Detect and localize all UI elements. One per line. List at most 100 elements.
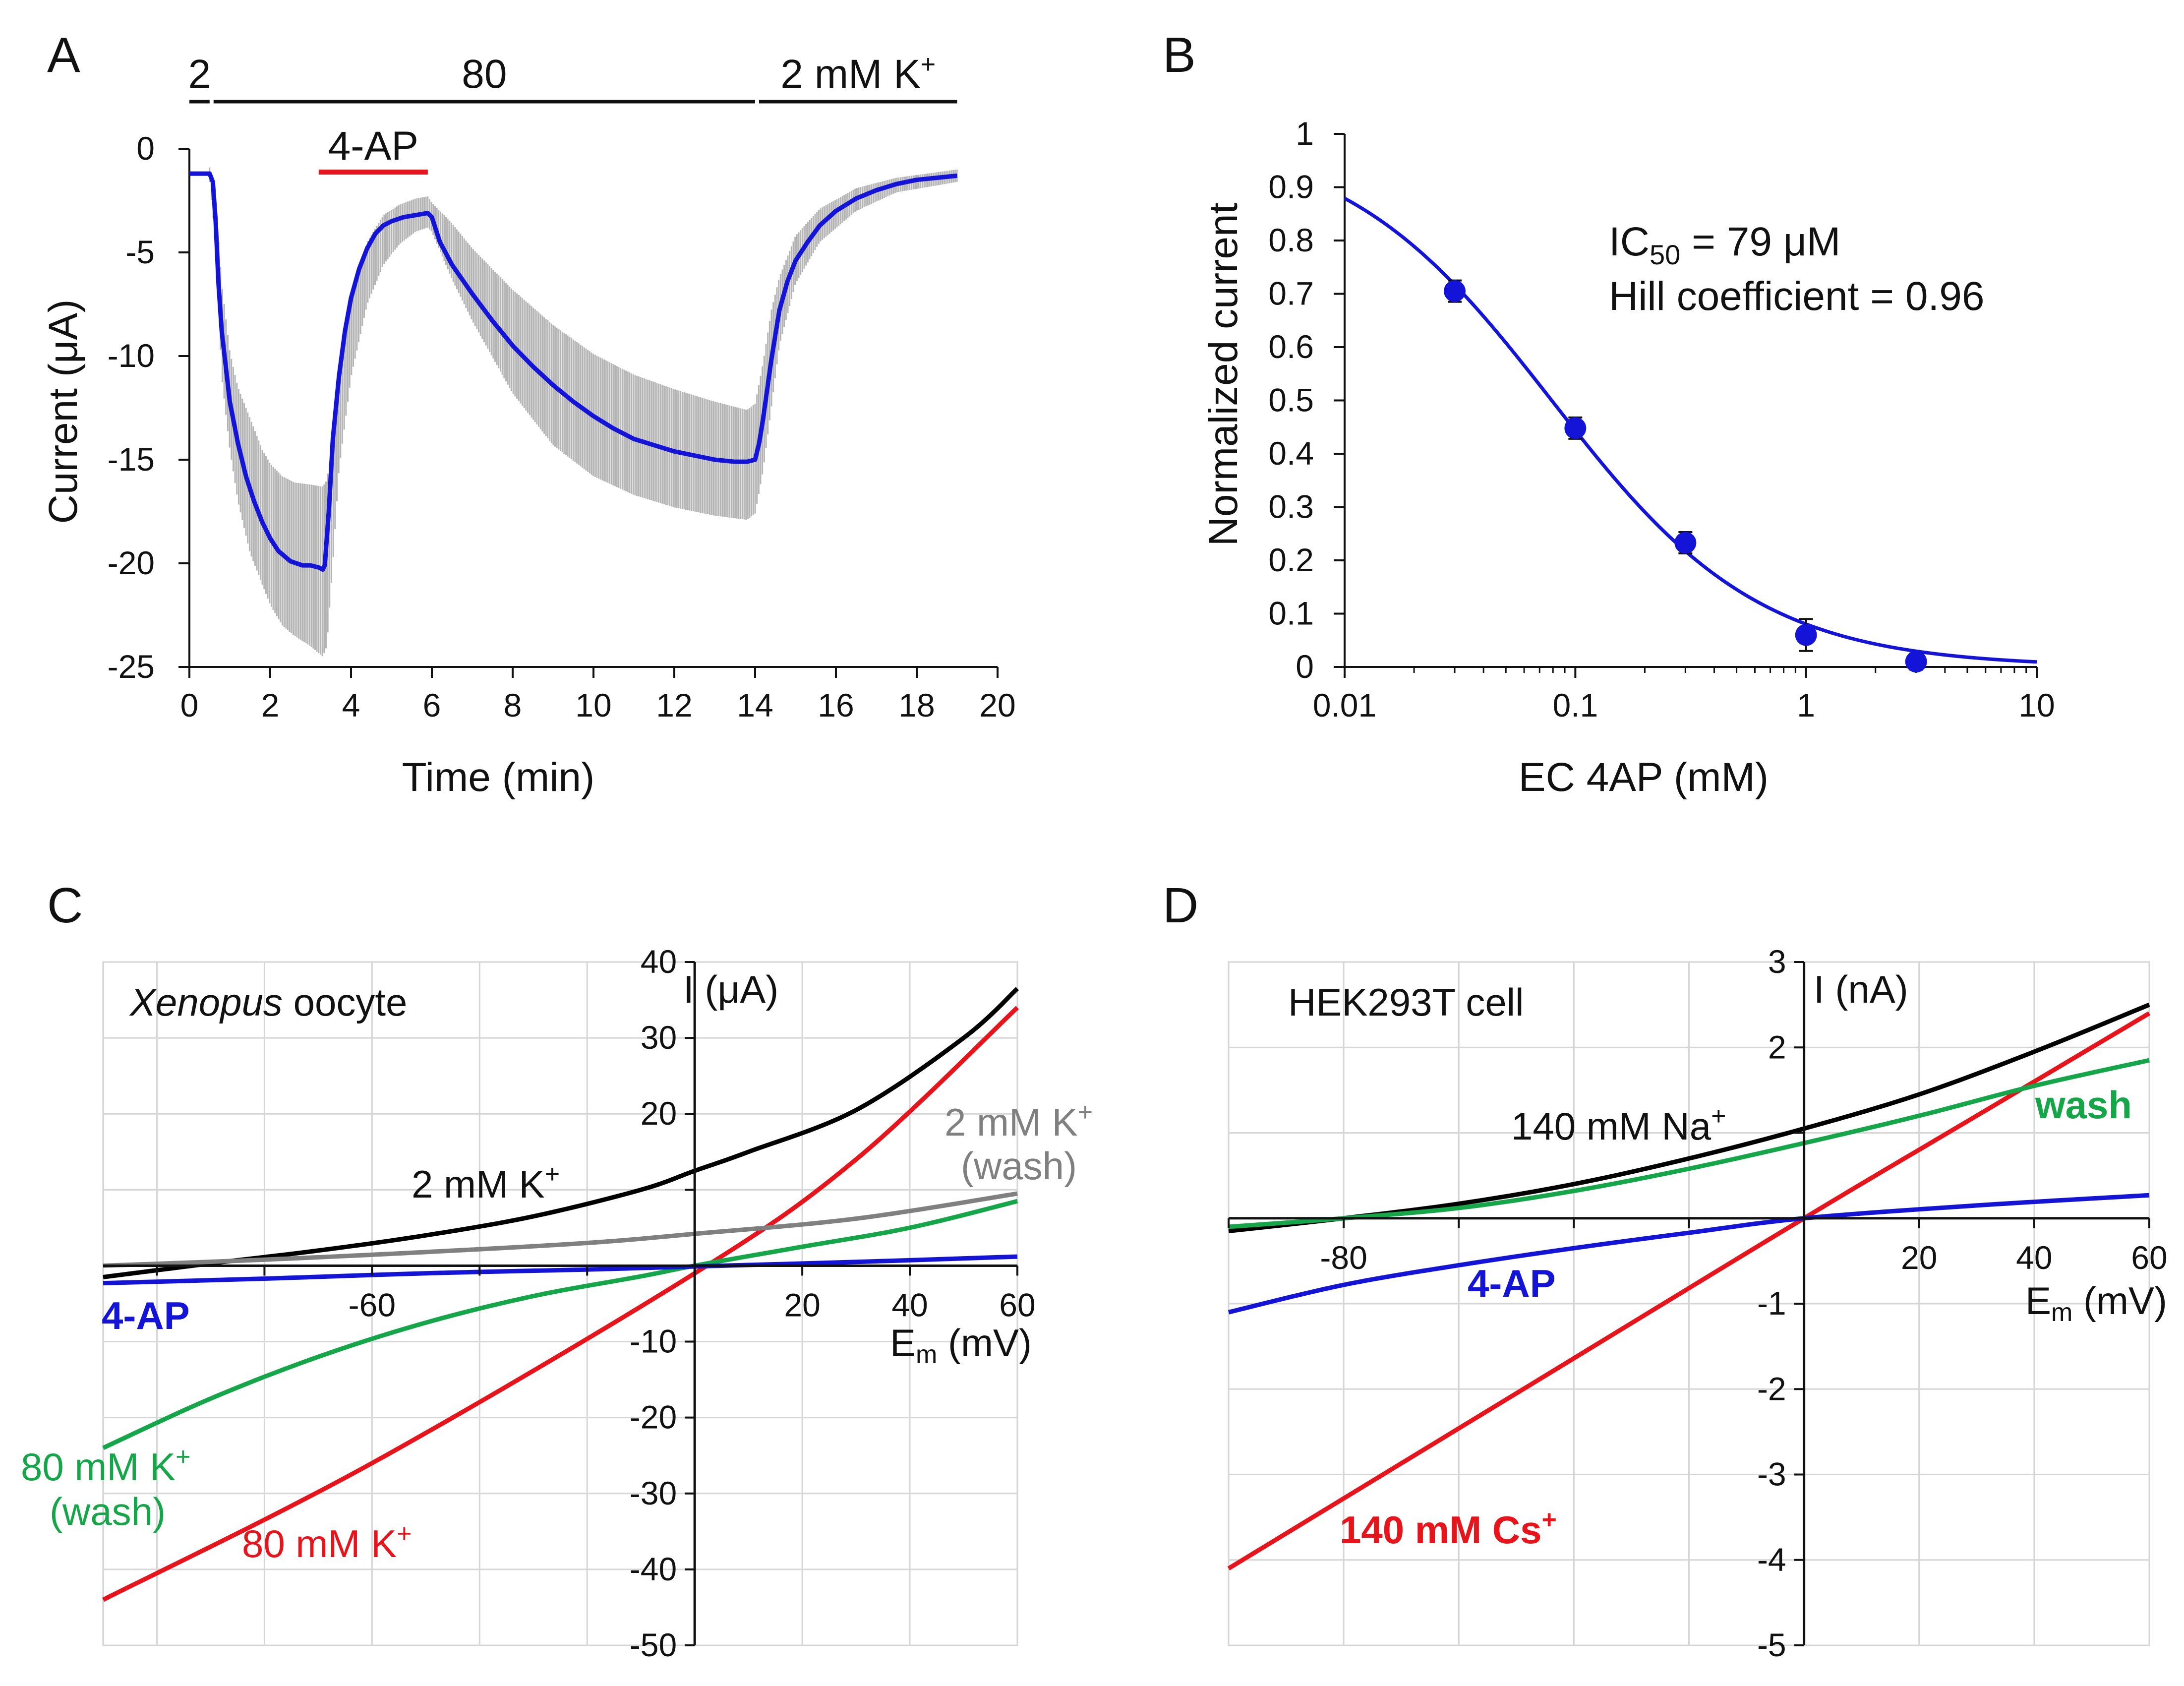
series-k2 (103, 987, 1019, 1279)
y-tick-label: 0.9 (1268, 169, 1314, 205)
x-tick-label: 20 (979, 687, 1015, 723)
x-tick-label: 12 (656, 687, 692, 723)
condition-label: 2 (188, 52, 211, 97)
y-tick-label: 1 (1296, 115, 1314, 152)
series-wash (1228, 1058, 2150, 1229)
y-tick-label: 0 (1296, 648, 1314, 685)
y-tick-label: -20 (108, 544, 155, 581)
panel-c-series (102, 987, 1019, 1602)
x-tick-label: 2 (261, 687, 280, 723)
y-tick-label: 0.7 (1268, 275, 1314, 312)
label-140mm-na: 140 mM Na+ (1511, 1102, 1726, 1148)
panel-b-ic50-label: IC50 = 79 μM (1609, 219, 1840, 270)
label-80mm-k: 80 mM K+ (242, 1519, 412, 1566)
panel-d: D -80 20 40 60 -5 -4 -3 -2 -1 2 3 HEK293T cell I (… (1163, 878, 2168, 1663)
x-tick-label: 14 (737, 687, 773, 723)
panel-b-x-axis-label: EC 4AP (mM) (1519, 755, 1769, 800)
y-tick-label: 40 (641, 943, 677, 980)
panel-c-axes: -60 20 40 60 -50 -40 -30 -20 -10 20 30 40 (103, 943, 1036, 1663)
data-point (1795, 624, 1817, 646)
y-tick-label: -5 (1757, 1626, 1786, 1663)
x-tick-label: 0.01 (1313, 687, 1376, 723)
label-d-4ap: 4-AP (1468, 1262, 1556, 1305)
data-point (1674, 532, 1697, 554)
y-tick-label: -3 (1757, 1456, 1786, 1493)
label-2mm-k-wash: 2 mM K+ (944, 1098, 1093, 1144)
y-tick-label: 20 (641, 1095, 677, 1132)
y-tick-label: 3 (1768, 943, 1786, 980)
y-tick-label: 0 (136, 130, 155, 167)
label-2mm-k-wash-suffix: (wash) (961, 1144, 1077, 1188)
y-tick-label: -40 (630, 1551, 677, 1587)
x-tick-label: 20 (784, 1286, 820, 1323)
condition-label: 2 mM K+ (780, 50, 936, 97)
label-80mm-k-wash-suffix: (wash) (50, 1490, 166, 1533)
y-tick-label: 0.6 (1268, 328, 1314, 365)
ic50-subscript: 50 (1650, 239, 1680, 270)
y-tick-label: -20 (630, 1399, 677, 1436)
panel-c-y-unit: I (μA) (683, 967, 778, 1011)
y-tick-label: -50 (630, 1626, 677, 1663)
label-140mm-cs: 140 mM Cs+ (1340, 1505, 1557, 1552)
panel-c-cell-label: Xenopus oocyte (129, 980, 407, 1024)
y-tick-label: 0.8 (1268, 222, 1314, 258)
panel-letter-c: C (47, 878, 83, 933)
x-tick-label: 10 (575, 687, 611, 723)
data-point (1905, 651, 1927, 673)
x-tick-label: 40 (891, 1286, 928, 1323)
y-tick-label: -10 (630, 1323, 677, 1360)
x-tick-label: 16 (818, 687, 854, 723)
y-tick-label: -15 (108, 441, 155, 478)
x-tick-label: 8 (504, 687, 522, 723)
x-tick-label: 4 (342, 687, 360, 723)
panel-a-condition-bars: 2 80 2 mM K+ 4-AP (188, 50, 957, 175)
y-tick-label: 0.4 (1268, 435, 1314, 472)
panel-letter-a: A (47, 27, 80, 83)
panel-a-y-axis-label: Current (μA) (41, 300, 86, 524)
panel-b-axes: 0.01 0.1 1 10 0 0.1 0.2 0.3 0.4 0.5 0.6 0.7 0.8 0.9 1 (1268, 115, 2055, 723)
data-point (1444, 280, 1466, 302)
panel-b: B EC 4AP (mM) Normalized current 0.01 0.1… (1163, 27, 2055, 800)
panel-d-axes: -80 20 40 60 -5 -4 -3 -2 -1 2 3 (1228, 943, 2168, 1663)
label-2mm-k: 2 mM K+ (412, 1160, 560, 1206)
x-tick-label: 40 (2016, 1239, 2052, 1276)
x-tick-label: 20 (1901, 1239, 1937, 1276)
ic50-value: = 79 μM (1680, 219, 1840, 264)
panel-a-x-axis-label: Time (min) (402, 755, 595, 800)
panel-b-series (1344, 196, 2037, 673)
panel-b-y-axis-label: Normalized current (1201, 202, 1246, 546)
label-d-wash: wash (2035, 1083, 2132, 1127)
x-tick-label: 18 (898, 687, 935, 723)
y-tick-label: 0.2 (1268, 542, 1314, 578)
panel-a-error-band (209, 167, 958, 657)
series-k80wash (102, 1199, 1018, 1450)
panel-c-x-unit: Em (mV) (890, 1321, 1032, 1369)
drug-label: 4-AP (328, 123, 418, 169)
x-tick-label: -60 (349, 1286, 396, 1323)
panel-letter-d: D (1163, 878, 1198, 933)
panel-letter-b: B (1163, 27, 1196, 83)
y-tick-label: 0.3 (1268, 488, 1314, 525)
x-tick-label: 10 (2018, 687, 2055, 723)
x-tick-label: 0 (180, 687, 199, 723)
label-c-4ap: 4-AP (102, 1294, 190, 1337)
y-tick-label: -30 (630, 1475, 677, 1511)
y-tick-label: 0.1 (1268, 595, 1314, 632)
panel-c-grid (102, 961, 1018, 1646)
y-tick-label: -1 (1757, 1285, 1786, 1322)
condition-label: 80 (462, 52, 507, 97)
hill-fit-curve (1344, 196, 2037, 664)
data-point (1564, 417, 1587, 439)
panel-d-y-unit: I (nA) (1814, 967, 1908, 1011)
series-ap (1228, 1193, 2150, 1315)
cell-label-rest: oocyte (283, 980, 407, 1024)
cell-label-italic: Xenopus (129, 980, 283, 1024)
series-k2wash (103, 1191, 1018, 1268)
y-tick-label: 30 (641, 1019, 677, 1056)
panel-b-hill-label: Hill coefficient = 0.96 (1609, 274, 1984, 319)
x-tick-label: 60 (999, 1286, 1035, 1323)
y-tick-label: -5 (125, 234, 155, 270)
x-tick-label: 60 (2131, 1239, 2167, 1276)
panel-d-cell-label: HEK293T cell (1288, 980, 1524, 1024)
